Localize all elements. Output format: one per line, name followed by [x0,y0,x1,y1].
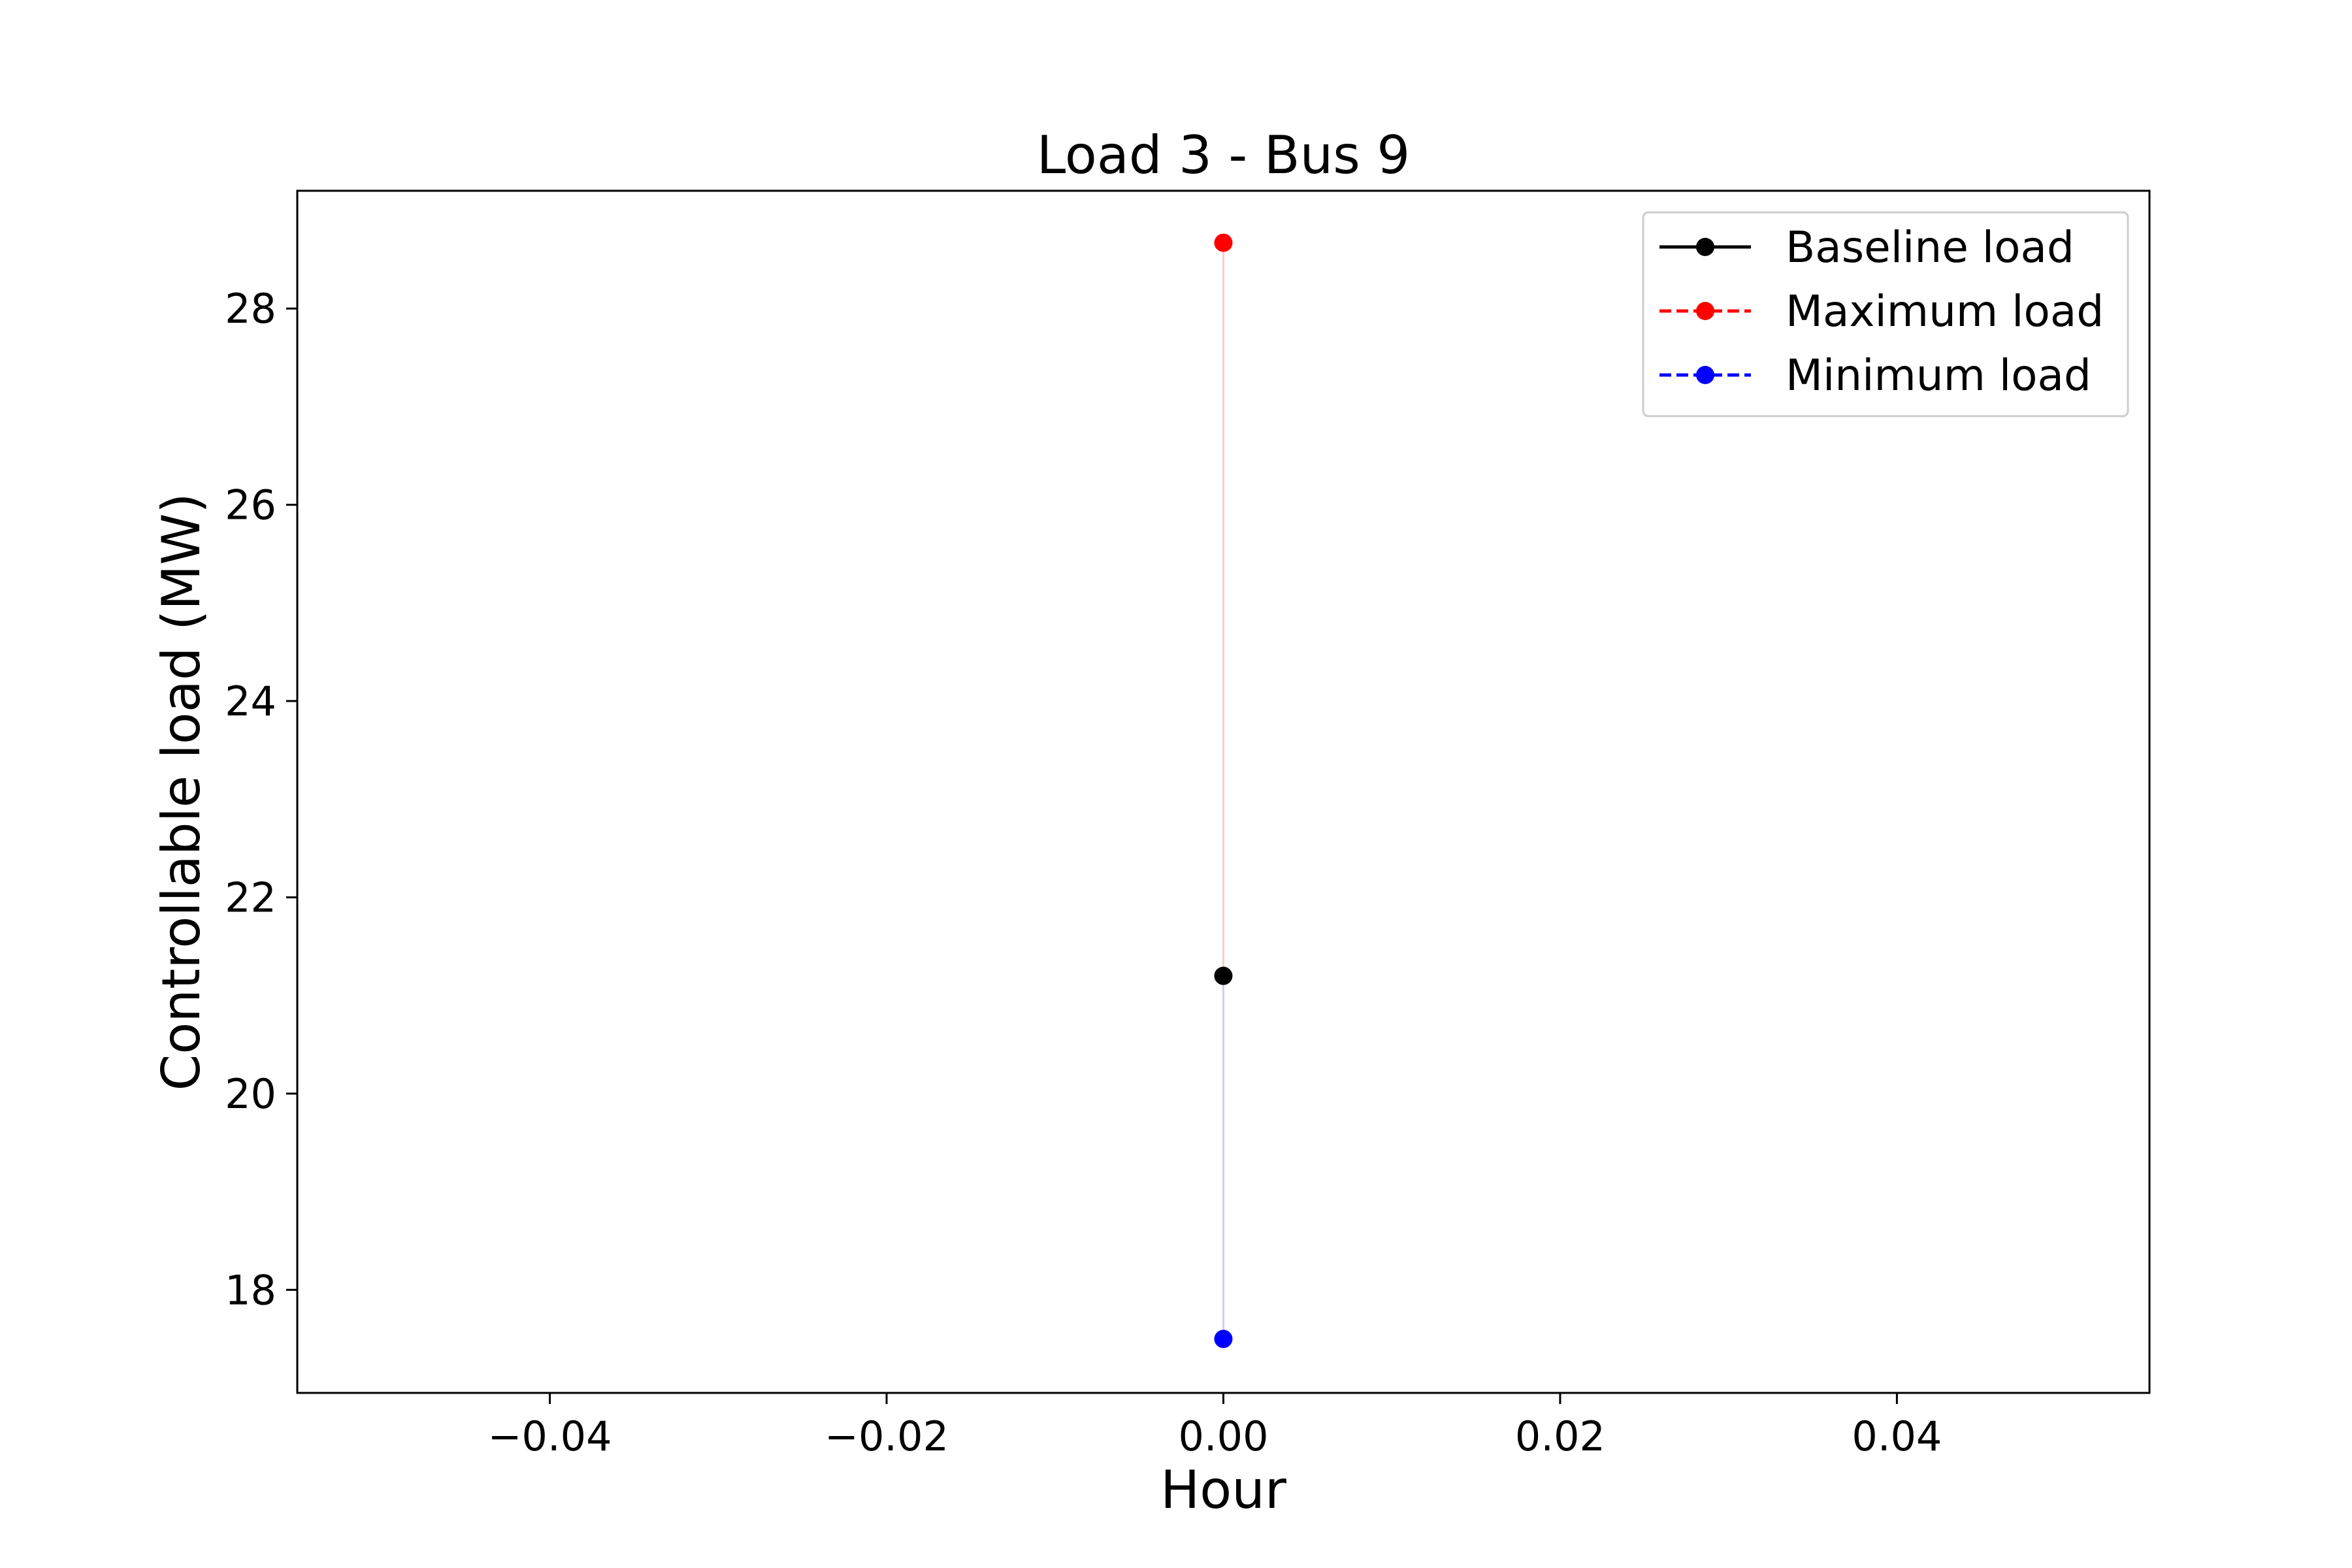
y-tick-label: 22 [225,874,276,921]
y-axis-label: Controllable load (MW) [151,493,212,1090]
legend-marker-2 [1696,366,1714,384]
y-tick-label: 20 [225,1070,276,1118]
series-2-point [1214,1330,1233,1348]
y-tick-label: 28 [225,285,276,333]
series-1-point [1214,233,1233,252]
x-axis-label: Hour [1160,1460,1286,1520]
y-tick-label: 26 [225,482,276,529]
legend-label-2: Minimum load [1786,350,2091,400]
series-0-point [1214,966,1233,985]
y-tick-label: 24 [225,678,276,725]
y-tick-label: 18 [225,1266,276,1314]
y-axis: 18 20 22 24 26 28 [225,285,297,1314]
x-tick-label: 0.02 [1515,1413,1605,1460]
legend-marker-0 [1696,238,1714,256]
x-tick-label: 0.04 [1852,1413,1942,1460]
x-tick-label: −0.04 [488,1413,612,1460]
chart-title: Load 3 - Bus 9 [1037,125,1411,186]
legend-label-0: Baseline load [1786,222,2074,272]
legend-label-1: Maximum load [1786,286,2104,336]
legend-marker-1 [1696,302,1714,320]
x-axis: −0.04 −0.02 0.00 0.02 0.04 [488,1393,1942,1460]
plot-area [1214,233,1233,1348]
legend-box [1642,211,2129,417]
x-tick-label: −0.02 [825,1413,949,1460]
legend: Baseline load Maximum load Minimum load [1642,211,2129,417]
x-tick-label: 0.00 [1178,1413,1268,1460]
